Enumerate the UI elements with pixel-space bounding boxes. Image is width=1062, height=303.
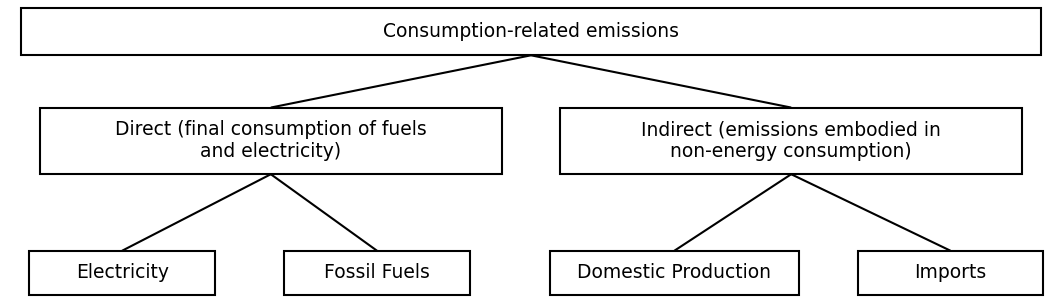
- FancyBboxPatch shape: [284, 251, 469, 295]
- Text: Fossil Fuels: Fossil Fuels: [324, 263, 430, 282]
- FancyBboxPatch shape: [560, 108, 1022, 174]
- FancyBboxPatch shape: [857, 251, 1043, 295]
- Text: Consumption-related emissions: Consumption-related emissions: [383, 22, 679, 41]
- FancyBboxPatch shape: [30, 251, 215, 295]
- Text: Direct (final consumption of fuels
and electricity): Direct (final consumption of fuels and e…: [115, 120, 427, 161]
- FancyBboxPatch shape: [21, 8, 1041, 55]
- FancyBboxPatch shape: [550, 251, 800, 295]
- Text: Domestic Production: Domestic Production: [578, 263, 771, 282]
- Text: Imports: Imports: [914, 263, 987, 282]
- Text: Electricity: Electricity: [75, 263, 169, 282]
- Text: Indirect (emissions embodied in
non-energy consumption): Indirect (emissions embodied in non-ener…: [641, 120, 941, 161]
- FancyBboxPatch shape: [40, 108, 501, 174]
